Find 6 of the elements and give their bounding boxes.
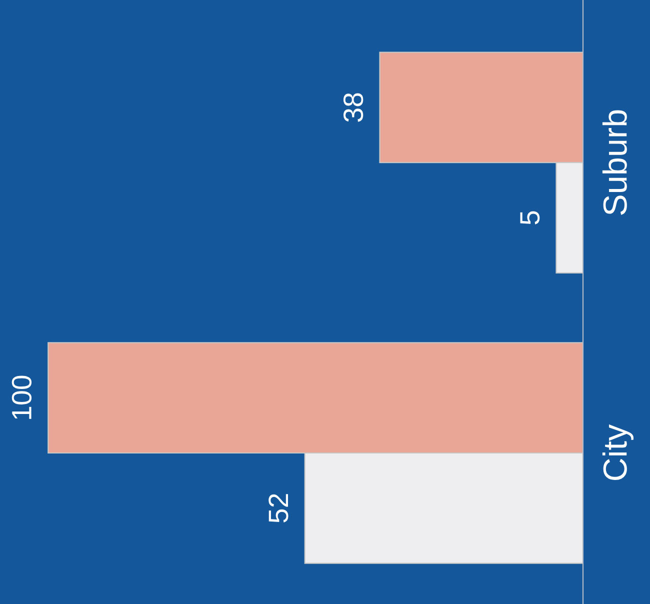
data-label: 38	[343, 93, 364, 122]
data-label: 52	[268, 494, 288, 523]
data-label: 5	[520, 211, 540, 224]
y-tick-label: Suburb	[602, 110, 627, 215]
data-label: 100	[12, 376, 32, 419]
y-tick-label: City	[602, 424, 634, 480]
